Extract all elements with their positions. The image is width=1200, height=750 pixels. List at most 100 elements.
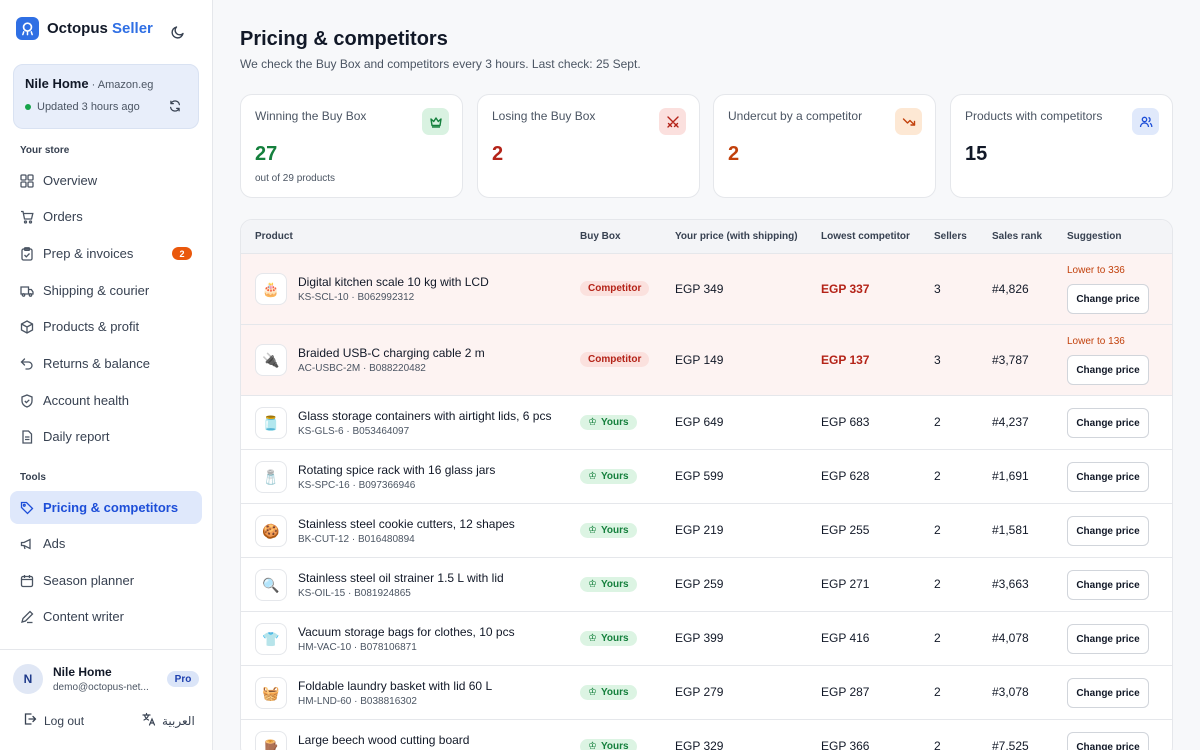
logout-button[interactable]: Log out <box>23 712 84 729</box>
lowest-competitor-price: EGP 366 <box>821 739 870 750</box>
sidebar-item-returns-balance[interactable]: Returns & balance <box>10 347 202 380</box>
sidebar-item-overview[interactable]: Overview <box>10 164 202 197</box>
product-sku: HM-LND-60 · B038816302 <box>298 696 417 707</box>
column-header[interactable]: Product <box>255 231 293 242</box>
table-row[interactable]: 🔌 Braided USB-C charging cable 2 m AC-US… <box>241 325 1172 396</box>
lowest-competitor-price: EGP 628 <box>821 469 870 483</box>
table-row[interactable]: 🎂 Digital kitchen scale 10 kg with LCD K… <box>241 254 1172 325</box>
table-row[interactable]: 👕 Vacuum storage bags for clothes, 10 pc… <box>241 612 1172 666</box>
pen-icon <box>20 610 34 624</box>
product-name[interactable]: Stainless steel cookie cutters, 12 shape… <box>298 517 515 531</box>
trend-down-icon <box>895 108 922 135</box>
sidebar-item-daily-report[interactable]: Daily report <box>10 420 202 453</box>
crown-icon: ♔ <box>588 471 597 482</box>
sales-rank: #4,826 <box>992 282 1029 296</box>
stat-value: 27 <box>255 143 278 165</box>
crown-icon <box>422 108 449 135</box>
your-price: EGP 329 <box>675 739 724 750</box>
products-table: Product Buy Box Your price (with shippin… <box>240 219 1173 750</box>
sales-rank: #3,663 <box>992 577 1029 591</box>
product-name[interactable]: Vacuum storage bags for clothes, 10 pcs <box>298 625 515 639</box>
product-name[interactable]: Large beech wood cutting board <box>298 733 470 747</box>
sidebar-item-account-health[interactable]: Account health <box>10 384 202 417</box>
refresh-icon[interactable] <box>168 99 184 115</box>
column-header[interactable]: Suggestion <box>1067 231 1122 242</box>
lowest-competitor-price: EGP 683 <box>821 415 870 429</box>
table-header: Product Buy Box Your price (with shippin… <box>241 220 1172 254</box>
table-row[interactable]: 🪵 Large beech wood cutting board ♔ Yours … <box>241 720 1172 750</box>
sellers-count: 2 <box>934 631 941 645</box>
sidebar-item-content-writer[interactable]: Content writer <box>10 600 202 633</box>
change-price-button[interactable]: Change price <box>1067 408 1149 438</box>
table-row[interactable]: 🔍 Stainless steel oil strainer 1.5 L wit… <box>241 558 1172 612</box>
product-name[interactable]: Stainless steel oil strainer 1.5 L with … <box>298 571 504 585</box>
your-price: EGP 349 <box>675 282 724 296</box>
table-row[interactable]: 🧺 Foldable laundry basket with lid 60 L … <box>241 666 1172 720</box>
sidebar-item-season-planner[interactable]: Season planner <box>10 564 202 597</box>
column-header[interactable]: Buy Box <box>580 231 621 242</box>
buybox-badge: ♔ Yours <box>580 415 637 430</box>
lowest-competitor-price: EGP 255 <box>821 523 870 537</box>
product-name[interactable]: Glass storage containers with airtight l… <box>298 409 552 423</box>
sidebar-item-label: Returns & balance <box>43 356 150 371</box>
sidebar-item-prep-invoices[interactable]: Prep & invoices 2 <box>10 237 202 270</box>
sidebar-item-pricing-competitors[interactable]: Pricing & competitors <box>10 491 202 524</box>
sidebar-item-ads[interactable]: Ads <box>10 527 202 560</box>
change-price-button[interactable]: Change price <box>1067 732 1149 750</box>
sidebar-item-label: Products & profit <box>43 319 140 334</box>
sales-rank: #3,787 <box>992 353 1029 367</box>
language-switch[interactable]: العربية <box>142 712 195 729</box>
price-suggestion: Lower to 136 <box>1067 336 1125 347</box>
store-card[interactable]: Nile Home · Amazon.eg Updated 3 hours ag… <box>13 64 199 129</box>
stat-value: 15 <box>965 143 988 165</box>
table-row[interactable]: 🧂 Rotating spice rack with 16 glass jars… <box>241 450 1172 504</box>
your-price: EGP 399 <box>675 631 724 645</box>
product-thumbnail: 🔍 <box>255 569 287 601</box>
sellers-count: 2 <box>934 577 941 591</box>
product-name[interactable]: Foldable laundry basket with lid 60 L <box>298 679 493 693</box>
sellers-count: 3 <box>934 353 941 367</box>
lowest-competitor-price: EGP 287 <box>821 685 870 699</box>
product-sku: KS-SPC-16 · B097366946 <box>298 480 416 491</box>
price-suggestion: Lower to 336 <box>1067 265 1125 276</box>
buybox-badge: ♔ Yours <box>580 685 637 700</box>
stat-value: 2 <box>728 143 740 165</box>
change-price-button[interactable]: Change price <box>1067 516 1149 546</box>
sellers-count: 2 <box>934 469 941 483</box>
column-header[interactable]: Lowest competitor <box>821 231 910 242</box>
table-row[interactable]: 🫙 Glass storage containers with airtight… <box>241 396 1172 450</box>
sidebar-item-label: Season planner <box>43 573 135 588</box>
product-name[interactable]: Digital kitchen scale 10 kg with LCD <box>298 275 489 289</box>
column-header[interactable]: Your price (with shipping) <box>675 231 798 242</box>
stat-label: Losing the Buy Box <box>492 109 596 123</box>
change-price-button[interactable]: Change price <box>1067 570 1149 600</box>
sellers-count: 2 <box>934 523 941 537</box>
user-name: Nile Home <box>53 665 112 679</box>
stat-card-winning: Winning the Buy Box 27 out of 29 product… <box>240 94 463 198</box>
moon-icon[interactable] <box>168 22 188 42</box>
change-price-button[interactable]: Change price <box>1067 462 1149 492</box>
page-title: Pricing & competitors <box>240 28 448 50</box>
change-price-button[interactable]: Change price <box>1067 678 1149 708</box>
sidebar-item-orders[interactable]: Orders <box>10 200 202 233</box>
change-price-button[interactable]: Change price <box>1067 355 1149 385</box>
stat-sub: out of 29 products <box>255 173 336 184</box>
product-sku: HM-VAC-10 · B078106871 <box>298 642 417 653</box>
box-icon <box>20 319 34 334</box>
column-header[interactable]: Sellers <box>934 231 967 242</box>
stat-label: Undercut by a competitor <box>728 109 863 123</box>
sidebar-item-shipping[interactable]: Shipping & courier <box>10 274 202 307</box>
sidebar-item-label: Daily report <box>43 429 110 444</box>
product-thumbnail: 🔌 <box>255 344 287 376</box>
product-name[interactable]: Braided USB-C charging cable 2 m <box>298 346 485 360</box>
column-header[interactable]: Sales rank <box>992 231 1043 242</box>
avatar[interactable]: N <box>13 664 43 694</box>
product-name[interactable]: Rotating spice rack with 16 glass jars <box>298 463 496 477</box>
table-row[interactable]: 🍪 Stainless steel cookie cutters, 12 sha… <box>241 504 1172 558</box>
brand[interactable]: Octopus Seller <box>16 17 153 40</box>
sales-rank: #3,078 <box>992 685 1029 699</box>
lowest-competitor-price: EGP 137 <box>821 353 870 367</box>
sidebar-item-products-profit[interactable]: Products & profit <box>10 310 202 343</box>
change-price-button[interactable]: Change price <box>1067 624 1149 654</box>
change-price-button[interactable]: Change price <box>1067 284 1149 314</box>
